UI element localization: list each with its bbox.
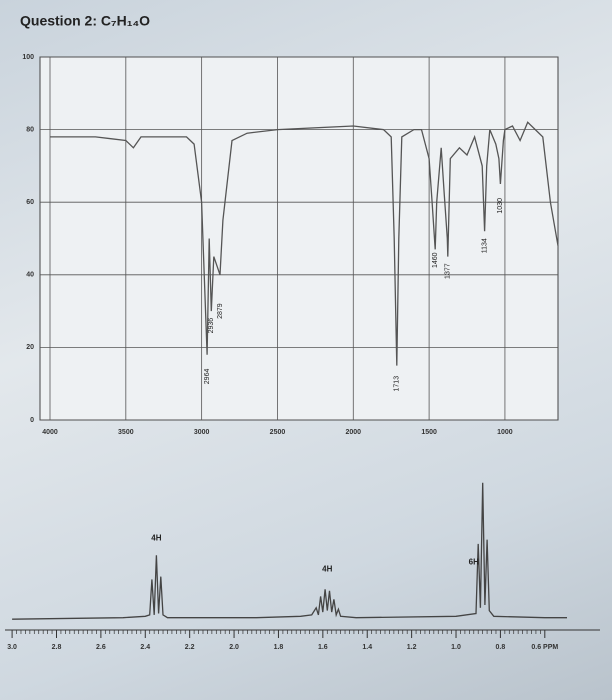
x-tick-label: 2.0	[229, 644, 239, 651]
x-tick-label: 3500	[118, 429, 134, 436]
x-tick-label: 3.0	[7, 644, 17, 651]
x-tick-label: 3000	[194, 429, 210, 436]
integration-label: 4H	[322, 565, 332, 574]
peak-label: 1377	[445, 263, 452, 279]
x-tick-label: 2.6	[96, 644, 106, 651]
peak-label: 2936	[208, 318, 215, 334]
x-tick-label: 0.6 PPM	[531, 644, 558, 651]
integration-label: 6H	[469, 557, 479, 566]
x-tick-label: 2.8	[52, 644, 62, 651]
peak-label: 1713	[394, 376, 401, 392]
plot-area	[39, 56, 559, 421]
peak-label: 2964	[204, 369, 211, 385]
x-tick-label: 2500	[270, 429, 286, 436]
x-tick-label: 2000	[345, 429, 361, 436]
y-tick-label: 100	[22, 54, 34, 61]
peak-label: 2879	[217, 303, 224, 319]
y-tick-label: 0	[30, 417, 34, 424]
spectrum-line	[50, 121, 559, 366]
x-tick-label: 0.8	[496, 644, 506, 651]
x-tick-label: 1.4	[362, 644, 372, 651]
y-tick-label: 80	[26, 126, 34, 133]
x-tick-label: 2.4	[140, 644, 150, 651]
peak-label: 1460	[432, 252, 439, 268]
x-tick-label: 4000	[42, 429, 58, 436]
x-tick-label: 1000	[497, 429, 513, 436]
x-tick-label: 2.2	[185, 644, 195, 651]
y-tick-label: 20	[26, 344, 34, 351]
x-tick-label: 1.6	[318, 644, 328, 651]
y-tick-label: 60	[26, 199, 34, 206]
x-tick-label: 1.2	[407, 644, 417, 651]
integration-label: 4H	[151, 533, 161, 542]
peak-label: 1134	[481, 238, 488, 253]
x-tick-label: 1.8	[274, 644, 284, 651]
y-tick-label: 40	[26, 272, 34, 279]
x-tick-label: 1500	[421, 429, 437, 436]
spectrum-line	[12, 482, 567, 620]
question-title: Question 2: C₇H₁₄O	[20, 13, 150, 29]
peak-label: 1030	[497, 198, 504, 214]
x-tick-label: 1.0	[451, 644, 461, 651]
